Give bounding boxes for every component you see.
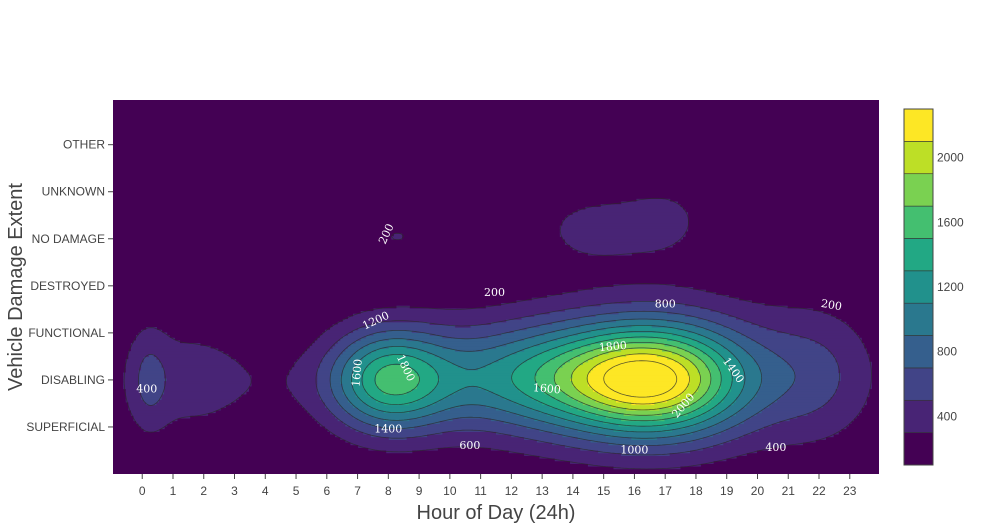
x-tick-label: 20: [751, 484, 765, 498]
x-tick-label: 21: [782, 484, 796, 498]
x-tick-label: 6: [323, 484, 330, 498]
contour-label: 200: [820, 297, 843, 313]
y-tick-label: NO DAMAGE: [32, 232, 105, 246]
contour-label: 200: [484, 286, 505, 299]
colorbar-tick-label: 1600: [937, 215, 964, 229]
contour-label: 1600: [349, 358, 364, 387]
contour-line-200: [123, 197, 872, 470]
contour-line-1000: [351, 325, 746, 433]
y-tick-label: DESTROYED: [30, 279, 105, 293]
x-tick-label: 18: [689, 484, 703, 498]
colorbar-swatch: [903, 205, 934, 239]
contour-layer: 2002002004004006008001000120014001400160…: [123, 197, 872, 470]
colorbar-swatch: [903, 399, 934, 433]
x-tick-label: 14: [566, 484, 580, 498]
colorbar-swatch: [903, 335, 934, 369]
colorbar-swatch: [903, 173, 934, 207]
contour-line-2200: [603, 360, 678, 398]
x-tick-label: 10: [443, 484, 457, 498]
y-axis-title: Vehicle Damage Extent: [5, 183, 27, 391]
x-tick-label: 17: [659, 484, 673, 498]
x-tick-label: 3: [231, 484, 238, 498]
contour-line-1800: [570, 347, 701, 411]
contour-line-2000: [586, 353, 690, 405]
x-tick-label: 7: [354, 484, 361, 498]
x-tick-label: 5: [293, 484, 300, 498]
contour-label: 1600: [532, 381, 561, 396]
colorbar-tick-label: 2000: [937, 151, 964, 165]
y-tick-label: UNKNOWN: [42, 185, 105, 199]
x-tick-label: 0: [139, 484, 146, 498]
contour-label: 800: [655, 298, 676, 311]
y-axis: SUPERFICIAL DISABLING FUNCTIONAL DESTROYED N…: [26, 138, 113, 434]
x-tick-label: 2: [200, 484, 207, 498]
x-axis: 0 1 2 3 4 5 6 7 8 9 10 11 12 13 14 15 16 17 18 19 20 21 22 23: [139, 474, 857, 498]
contour-label: 600: [459, 439, 480, 452]
contour-line-800: [340, 318, 763, 439]
colorbar-swatch: [903, 141, 934, 175]
x-tick-label: 15: [597, 484, 611, 498]
colorbar-swatch: [903, 238, 934, 272]
colorbar-swatch: [903, 108, 934, 142]
contour-label: 400: [765, 441, 786, 454]
contour-line-600: [329, 310, 796, 446]
x-tick-label: 22: [812, 484, 826, 498]
x-tick-label: 23: [843, 484, 857, 498]
x-tick-label: 11: [474, 484, 487, 498]
x-tick-label: 1: [170, 484, 177, 498]
x-axis-title: Hour of Day (24h): [417, 502, 576, 524]
colorbar-outline: [903, 108, 934, 466]
y-tick-label: SUPERFICIAL: [26, 420, 105, 434]
contour-line-400: [138, 301, 840, 456]
contour-line-1400: [374, 336, 722, 422]
colorbar-tick-label: 800: [937, 345, 957, 359]
colorbar-tick-label: 400: [937, 409, 957, 423]
contour-line-1600: [553, 342, 712, 416]
colorbar-swatch: [903, 302, 934, 336]
x-tick-label: 12: [505, 484, 519, 498]
colorbar-tick-label: 1200: [937, 280, 964, 294]
colorbar: 400 800 1200 1600 2000: [903, 108, 964, 466]
contour-line-1200: [361, 331, 733, 427]
x-tick-label: 9: [416, 484, 423, 498]
contour-label: 1800: [598, 339, 627, 354]
x-tick-label: 4: [262, 484, 269, 498]
x-tick-label: 16: [628, 484, 642, 498]
x-tick-label: 13: [535, 484, 549, 498]
contour-label: 400: [136, 382, 157, 395]
colorbar-swatch: [903, 367, 934, 401]
contour-label: 1400: [374, 422, 402, 435]
x-tick-label: 19: [720, 484, 734, 498]
colorbar-swatch: [903, 432, 934, 466]
y-tick-label: DISABLING: [41, 373, 105, 387]
contour-label: 1000: [620, 444, 648, 457]
y-tick-label: OTHER: [63, 138, 105, 152]
y-tick-label: FUNCTIONAL: [28, 326, 105, 340]
x-tick-label: 8: [385, 484, 392, 498]
colorbar-swatch: [903, 270, 934, 304]
